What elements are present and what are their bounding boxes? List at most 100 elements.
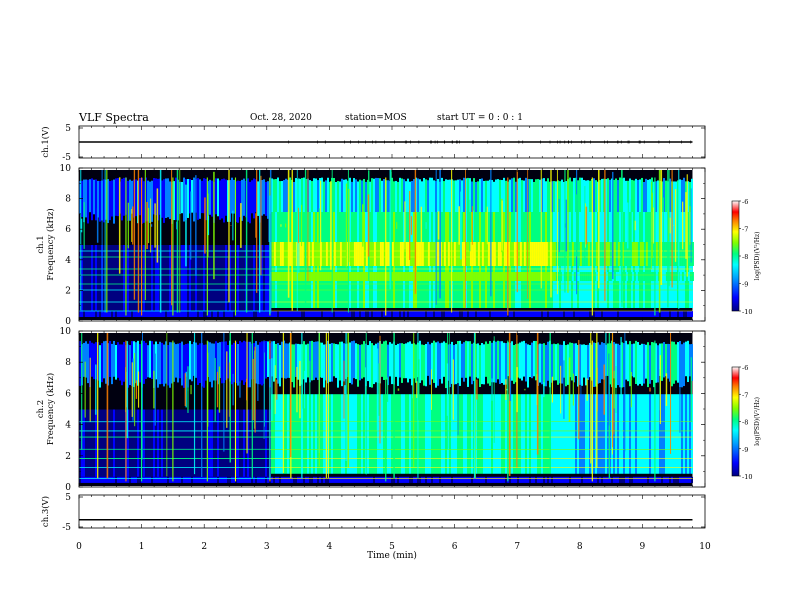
spectrogram-cell [405,272,408,281]
spectrogram-cell [177,409,179,477]
spectrogram-cell [545,394,547,474]
spectrogram-cell [553,394,555,474]
spectrogram-cell [573,311,575,317]
spectrogram-cell [405,476,407,483]
spectrogram-cell [249,181,251,224]
spectrogram-cell [265,341,267,379]
spectrogram-cell [679,311,681,317]
spectrogram-cell [623,343,625,388]
spectrogram-cell [419,272,422,281]
spectrogram-cell [309,272,312,281]
spectrogram-cell [275,394,277,474]
spectrogram-cell [593,342,595,387]
spectrogram-cell [461,272,464,281]
spectrogram-cell [513,272,516,281]
spectrogram-cell [337,394,339,474]
spectrogram-cell [619,177,621,219]
spectrogram-cell [457,476,459,483]
spectrogram-cell [205,344,207,381]
spectrogram-cell [99,311,101,317]
spectrogram-cell [647,311,649,317]
spectrogram-cell [111,343,113,385]
spectrogram-cell [557,476,559,483]
spectrogram-cell [385,242,388,266]
spectrogram-cell [343,242,346,266]
spectrogram-cell [165,476,167,483]
spectrogram-cell [345,311,347,317]
spectrogram-cell [325,272,328,281]
spectrogram-cell [263,245,265,311]
spectrogram-cell [355,476,357,483]
spectrogram-cell [121,476,123,483]
spectrogram-cell [309,311,311,317]
y-tick-label: 4 [65,421,71,431]
spectrogram-cell [159,409,161,477]
spectrogram-cell [121,344,123,386]
spectrogram-cell [123,409,125,477]
spectrogram-cell [97,476,99,483]
spectrogram-cell [135,342,137,384]
spectrogram-cell [539,476,541,483]
spectrogram-cell [447,344,449,381]
spectrogram-cell [305,344,307,383]
spectrogram-cell [453,311,455,317]
spectrogram-cell [687,242,690,266]
spectrogram-cell [381,476,383,483]
spectrogram-cell [587,180,589,219]
spectrogram-cell [609,394,611,474]
spectrogram-cell [369,394,371,474]
spectrogram-cell [665,311,667,317]
spectrogram-cell [285,311,287,317]
spectrogram-cell [231,177,233,214]
spectrogram-cell [307,476,309,483]
spectrogram-cell [623,242,626,266]
spectrogram-cell [301,177,303,223]
spectrogram-cell [143,311,145,317]
spectrogram-cell [101,476,103,483]
spectrogram-cell [381,343,383,377]
spectrogram-cell [487,272,490,281]
spectrogram-cell [387,476,389,483]
spectrogram-cell [417,476,419,483]
spectrogram-cell [181,311,183,317]
spectrogram-cell [521,341,523,381]
spectrogram-cell [149,311,151,317]
spectrogram-cell [197,311,199,317]
spectrogram-cell [169,245,171,311]
spectrogram-cell [627,272,630,281]
spectrogram-cell [305,311,307,317]
spectrogram-cell [599,394,601,474]
spectrogram-cell [191,179,193,213]
spectrogram-cell [151,476,153,483]
spectrogram-cell [319,342,321,378]
spectrogram-cell [655,476,657,483]
spectrogram-cell [171,311,173,317]
spectrogram-cell [675,272,678,281]
spectrogram-cell [95,179,97,221]
spectrogram-cell [467,311,469,317]
spectrogram-cell [629,311,631,317]
spectrogram-cell [303,177,305,220]
spectrogram-cell [613,179,615,217]
spectrogram-cell [133,409,135,477]
spectrogram-cell [459,340,461,386]
spectrogram-cell [115,245,117,311]
station-label: station=MOS [345,113,407,123]
spectrogram-cell [637,179,639,220]
spectrogram-cell [363,272,366,281]
spectrogram-cell [315,272,318,281]
spectrogram-cell [403,476,405,483]
spectrogram-cell [495,242,498,266]
spectrogram-cell [617,180,619,215]
spectrogram-cell [193,177,195,222]
spectrogram-cell [609,476,611,483]
spectrogram-cell [517,343,519,378]
spectrogram-cell [643,394,645,474]
spectrogram-cell [481,394,483,474]
spectrogram-cell [283,272,286,281]
spectrogram-cell [377,242,380,266]
spectrogram-cell [601,272,604,281]
spectrogram-cell [139,344,141,383]
spectrogram-cell [381,180,383,214]
spectrogram-cell [687,394,689,474]
